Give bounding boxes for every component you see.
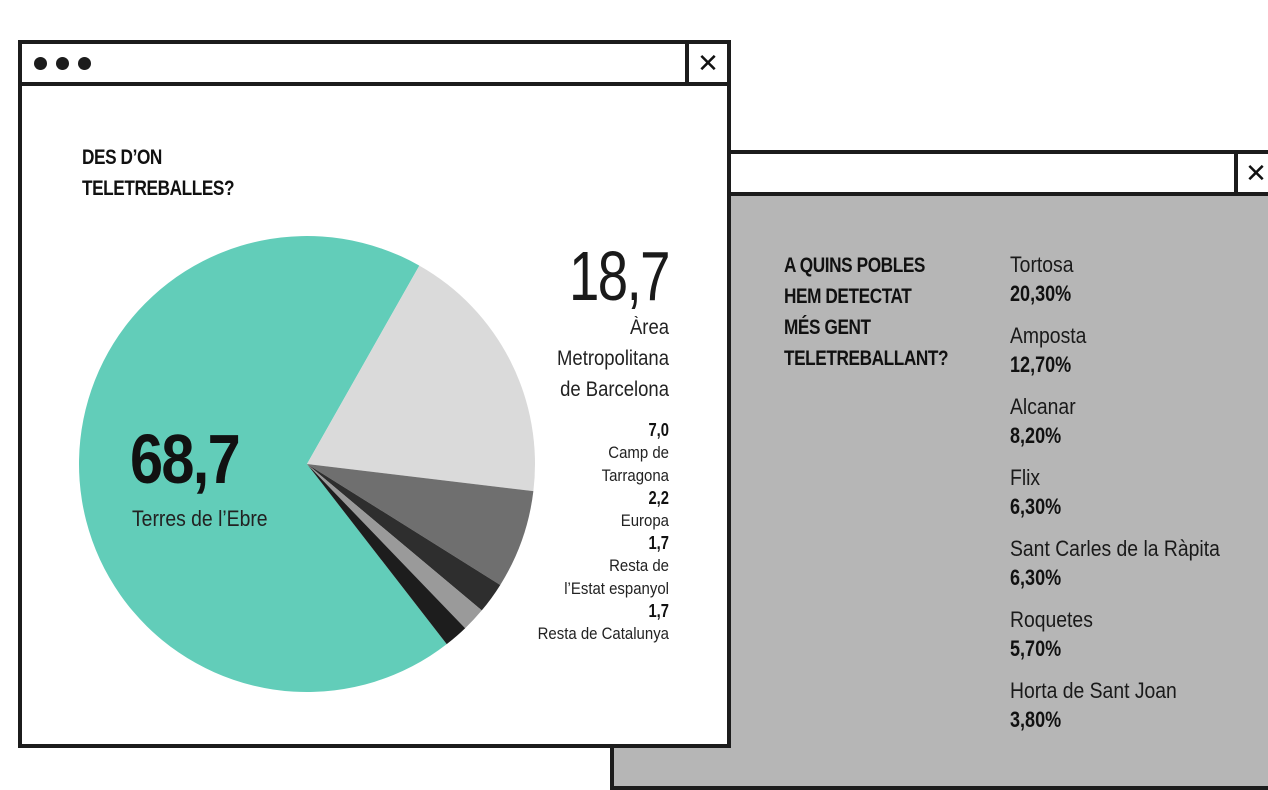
close-icon[interactable]: ✕ [1234, 154, 1268, 192]
main-slice-value: 68,7 [130, 420, 241, 498]
towns-question-line: A QUINS POBLES [784, 254, 925, 277]
towns-question-line: HEM DETECTAT [784, 285, 912, 308]
pie-chart [78, 236, 535, 693]
slice-label: Europa [620, 511, 669, 530]
list-item: Roquetes 5,70% [1010, 605, 1248, 663]
towns-question-line: TELETREBALLANT? [784, 347, 949, 370]
town-name: Tortosa [1010, 252, 1074, 277]
chart-title-line: TELETREBALLES? [82, 177, 235, 200]
window-dot-icon[interactable] [56, 57, 69, 70]
window-dot-icon[interactable] [34, 57, 47, 70]
slice-label: Resta de [609, 556, 669, 575]
towns-list: Tortosa 20,30% Amposta 12,70% Alcanar 8,… [1010, 250, 1248, 747]
slice-value: 18,7 [568, 237, 671, 315]
pie-slice [307, 464, 501, 611]
chart-title: DES D’ON TELETREBALLES? [82, 142, 235, 204]
pie-slice [307, 464, 466, 645]
window-controls [34, 57, 91, 70]
towns-question-line: MÉS GENT [784, 316, 871, 339]
towns-question: A QUINS POBLES HEM DETECTAT MÉS GENT TEL… [784, 250, 949, 374]
slice-labels: 18,7 Àrea Metropolitana de Barcelona 7,0… [369, 237, 671, 645]
slice-label: Tarragona [601, 466, 669, 485]
slice-label: l’Estat espanyol [564, 579, 669, 598]
slice-label: Àrea [629, 316, 669, 339]
slice-value: 2,2 [648, 488, 669, 508]
slice-label: Camp de [608, 443, 669, 462]
slice-label: Metropolitana [557, 347, 669, 370]
list-item: Tortosa 20,30% [1010, 250, 1248, 308]
town-name: Flix [1010, 465, 1041, 490]
pie-slice [307, 464, 534, 585]
pie-slice [307, 265, 535, 492]
town-percentage: 3,80% [1010, 707, 1062, 732]
list-item: Horta de Sant Joan 3,80% [1010, 676, 1248, 734]
origin-window: ✕ DES D’ON TELETREBALLES? 68,7 Terres de… [18, 40, 731, 748]
town-percentage: 5,70% [1010, 636, 1062, 661]
slice-value: 7,0 [648, 420, 669, 440]
window-dot-icon[interactable] [78, 57, 91, 70]
town-percentage: 12,70% [1010, 352, 1072, 377]
town-name: Amposta [1010, 323, 1087, 348]
close-icon[interactable]: ✕ [685, 44, 727, 82]
pie-slice [307, 464, 482, 629]
town-percentage: 6,30% [1010, 494, 1062, 519]
town-percentage: 8,20% [1010, 423, 1062, 448]
list-item: Amposta 12,70% [1010, 321, 1248, 379]
town-name: Horta de Sant Joan [1010, 678, 1177, 703]
main-slice-label: Terres de l’Ebre [132, 506, 268, 531]
town-percentage: 6,30% [1010, 565, 1062, 590]
town-name: Sant Carles de la Ràpita [1010, 536, 1220, 561]
list-item: Flix 6,30% [1010, 463, 1248, 521]
slice-value: 1,7 [648, 533, 669, 553]
town-percentage: 20,30% [1010, 281, 1072, 306]
slice-label: de Barcelona [560, 378, 669, 401]
origin-window-titlebar [22, 44, 727, 86]
town-name: Alcanar [1010, 394, 1076, 419]
pie-slice [78, 236, 447, 693]
town-name: Roquetes [1010, 607, 1093, 632]
slice-value: 1,7 [648, 601, 669, 621]
slice-label: Resta de Catalunya [537, 624, 669, 643]
list-item: Alcanar 8,20% [1010, 392, 1248, 450]
list-item: Sant Carles de la Ràpita 6,30% [1010, 534, 1248, 592]
chart-title-line: DES D’ON [82, 146, 162, 169]
